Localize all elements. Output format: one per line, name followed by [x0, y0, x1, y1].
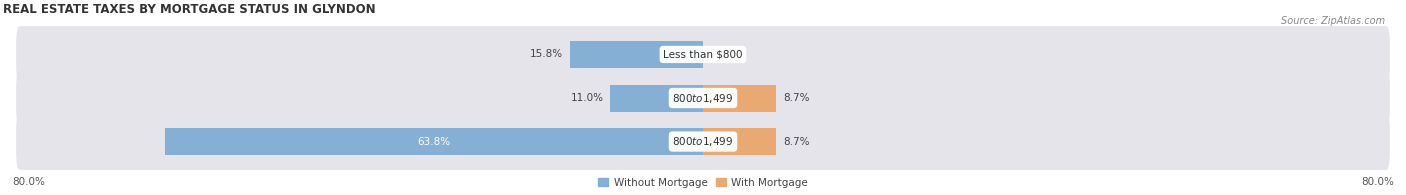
Text: 0.0%: 0.0% — [710, 50, 735, 59]
Text: 11.0%: 11.0% — [571, 93, 603, 103]
Bar — [703, 128, 776, 155]
Text: Source: ZipAtlas.com: Source: ZipAtlas.com — [1281, 16, 1385, 26]
Text: REAL ESTATE TAXES BY MORTGAGE STATUS IN GLYNDON: REAL ESTATE TAXES BY MORTGAGE STATUS IN … — [3, 4, 375, 16]
Text: 8.7%: 8.7% — [783, 136, 810, 147]
Bar — [166, 128, 703, 155]
Bar — [703, 84, 776, 112]
Text: $800 to $1,499: $800 to $1,499 — [672, 135, 734, 148]
Text: 63.8%: 63.8% — [418, 136, 451, 147]
Text: 8.7%: 8.7% — [783, 93, 810, 103]
Text: 15.8%: 15.8% — [530, 50, 562, 59]
Text: $800 to $1,499: $800 to $1,499 — [672, 91, 734, 105]
FancyBboxPatch shape — [15, 70, 1391, 126]
Bar — [569, 41, 703, 68]
Bar — [610, 84, 703, 112]
FancyBboxPatch shape — [15, 113, 1391, 170]
Legend: Without Mortgage, With Mortgage: Without Mortgage, With Mortgage — [593, 174, 813, 192]
FancyBboxPatch shape — [15, 26, 1391, 83]
Text: Less than $800: Less than $800 — [664, 50, 742, 59]
